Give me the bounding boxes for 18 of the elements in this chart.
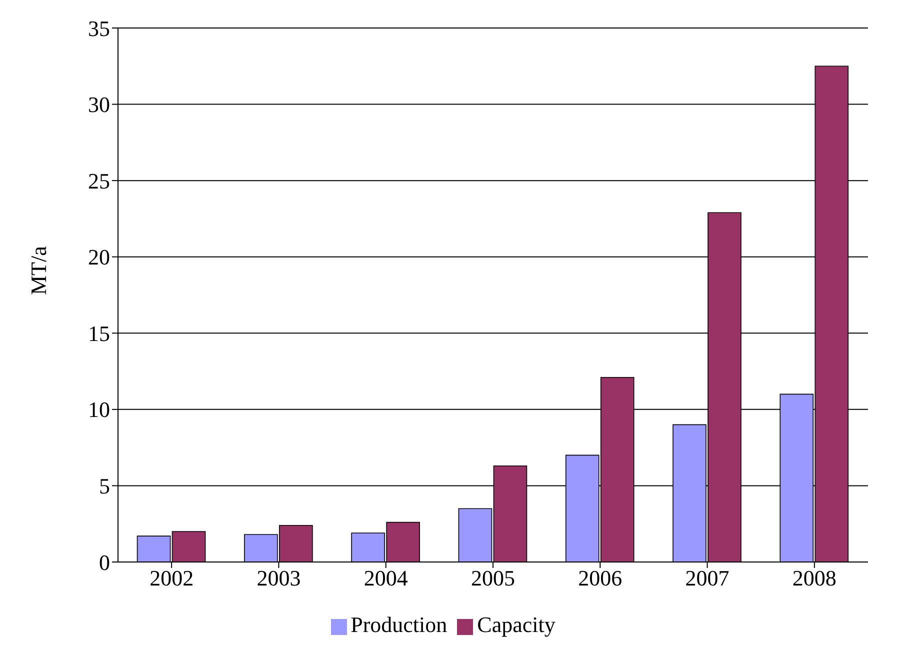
y-tick-label: 5 — [99, 474, 110, 499]
x-tick-label: 2003 — [256, 566, 301, 591]
y-tick-label: 10 — [88, 397, 110, 422]
x-tick-label: 2002 — [150, 566, 194, 591]
y-tick-label: 35 — [88, 16, 110, 41]
legend-label: Production — [350, 612, 448, 637]
y-tick-label: 15 — [88, 320, 110, 346]
y-tick-label: 30 — [88, 92, 110, 118]
y-tick-label: 20 — [88, 244, 110, 270]
y-tick-label: 25 — [88, 168, 110, 194]
legend-label: Capacity — [477, 612, 556, 637]
x-tick-label: 2005 — [471, 566, 515, 591]
y-tick-label: 0 — [99, 550, 110, 575]
x-tick-label: 2007 — [685, 566, 730, 591]
x-tick-label: 2006 — [578, 566, 622, 591]
x-tick-label: 2004 — [364, 566, 408, 591]
x-tick-label: 2008 — [792, 566, 836, 591]
y-axis-title: MT/a — [26, 246, 51, 295]
